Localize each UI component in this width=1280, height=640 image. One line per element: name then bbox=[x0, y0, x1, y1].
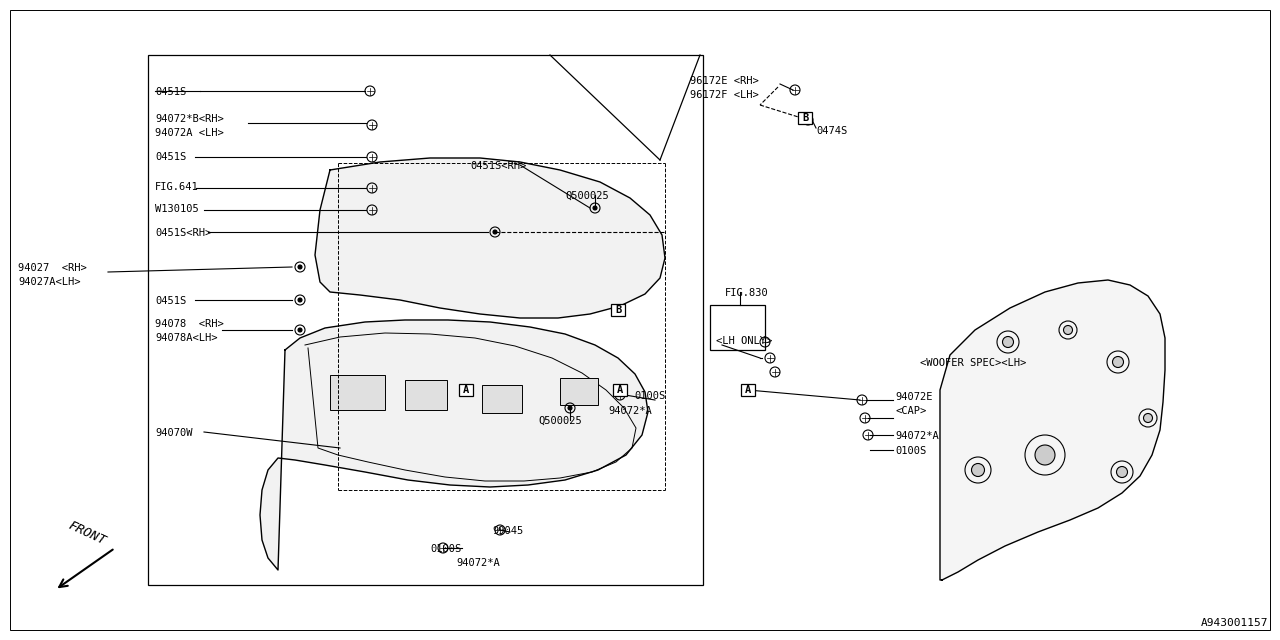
Text: 0100S: 0100S bbox=[895, 446, 927, 456]
Text: 0451S<RH>: 0451S<RH> bbox=[155, 228, 211, 238]
Circle shape bbox=[1064, 326, 1073, 335]
Polygon shape bbox=[940, 280, 1165, 580]
Text: 94072*B<RH>: 94072*B<RH> bbox=[155, 114, 224, 124]
Text: 0474S: 0474S bbox=[817, 126, 847, 136]
Circle shape bbox=[806, 118, 810, 122]
Text: B: B bbox=[614, 305, 621, 315]
Text: Q500025: Q500025 bbox=[564, 191, 609, 201]
Bar bbox=[330, 375, 385, 410]
Circle shape bbox=[493, 230, 497, 234]
Text: FIG.641: FIG.641 bbox=[155, 182, 198, 192]
Bar bbox=[148, 55, 703, 585]
Bar bbox=[710, 305, 765, 350]
Text: 96172F <LH>: 96172F <LH> bbox=[690, 90, 759, 100]
Text: <CAP>: <CAP> bbox=[895, 406, 927, 416]
Text: 94072*A: 94072*A bbox=[456, 558, 499, 568]
Text: A943001157: A943001157 bbox=[1201, 618, 1268, 628]
Text: 0100S: 0100S bbox=[430, 544, 461, 554]
Bar bbox=[460, 384, 474, 396]
Circle shape bbox=[298, 328, 302, 332]
Bar bbox=[561, 378, 598, 405]
Polygon shape bbox=[315, 158, 666, 318]
Bar bbox=[741, 384, 755, 396]
Text: FRONT: FRONT bbox=[67, 519, 108, 548]
Circle shape bbox=[568, 406, 572, 410]
Text: 94027  <RH>: 94027 <RH> bbox=[18, 263, 87, 273]
Bar bbox=[797, 112, 812, 124]
Text: 94078A<LH>: 94078A<LH> bbox=[155, 333, 218, 343]
Text: 0100S: 0100S bbox=[634, 391, 666, 401]
Circle shape bbox=[972, 463, 984, 477]
Text: 96172E <RH>: 96172E <RH> bbox=[690, 76, 759, 86]
Bar bbox=[483, 385, 522, 413]
Text: Q500025: Q500025 bbox=[538, 416, 581, 426]
Circle shape bbox=[1002, 337, 1014, 348]
Text: <LH ONLY>: <LH ONLY> bbox=[716, 336, 772, 346]
Text: 94072A <LH>: 94072A <LH> bbox=[155, 128, 224, 138]
Circle shape bbox=[298, 265, 302, 269]
Text: FIG.830: FIG.830 bbox=[724, 288, 769, 298]
Circle shape bbox=[1143, 413, 1152, 422]
Text: W130105: W130105 bbox=[155, 204, 198, 214]
Text: B: B bbox=[801, 113, 808, 123]
Text: 94072E: 94072E bbox=[895, 392, 933, 402]
Text: A: A bbox=[463, 385, 470, 395]
Bar bbox=[611, 304, 625, 316]
Text: 0451S: 0451S bbox=[155, 296, 187, 306]
Text: 94072*A: 94072*A bbox=[608, 406, 652, 416]
Circle shape bbox=[1036, 445, 1055, 465]
Text: A: A bbox=[617, 385, 623, 395]
Text: 94027A<LH>: 94027A<LH> bbox=[18, 277, 81, 287]
Circle shape bbox=[593, 206, 596, 210]
Circle shape bbox=[298, 298, 302, 302]
Text: 99045: 99045 bbox=[492, 526, 524, 536]
Polygon shape bbox=[260, 320, 648, 570]
Text: 0451S: 0451S bbox=[155, 152, 187, 162]
Text: A: A bbox=[745, 385, 751, 395]
Text: 94070W: 94070W bbox=[155, 428, 192, 438]
Bar bbox=[404, 380, 447, 410]
Text: 94072*A: 94072*A bbox=[895, 431, 938, 441]
Text: 94078  <RH>: 94078 <RH> bbox=[155, 319, 224, 329]
Text: <WOOFER SPEC><LH>: <WOOFER SPEC><LH> bbox=[920, 358, 1027, 368]
Text: 0451S<RH>: 0451S<RH> bbox=[470, 161, 526, 171]
Circle shape bbox=[1116, 467, 1128, 477]
Circle shape bbox=[1112, 356, 1124, 367]
Bar bbox=[613, 384, 627, 396]
Text: 0451S: 0451S bbox=[155, 87, 187, 97]
